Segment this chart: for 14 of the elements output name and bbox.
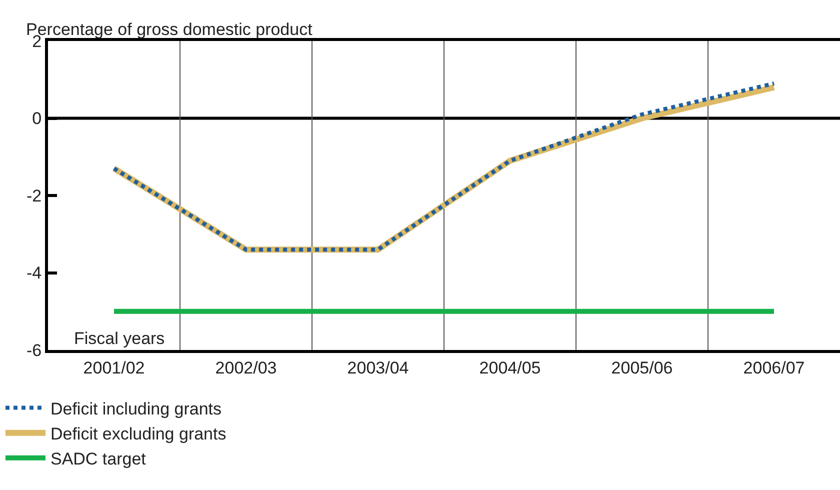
legend-label: SADC target xyxy=(50,450,146,469)
y-tick-label: 0 xyxy=(32,109,42,128)
x-tick-label: 2002/03 xyxy=(215,358,277,378)
y-tick-label: -4 xyxy=(26,264,42,283)
legend-label: Deficit including grants xyxy=(50,399,222,418)
legend-label: Deficit excluding grants xyxy=(50,424,226,444)
y-tick-label: -6 xyxy=(26,340,42,360)
x-tick-label: 2003/04 xyxy=(347,358,409,378)
x-tick-label: 2001/02 xyxy=(83,358,145,378)
x-axis-title: Fiscal years xyxy=(74,329,165,348)
y-tick-label: -2 xyxy=(26,186,42,206)
x-tick-label: 2006/07 xyxy=(743,358,805,378)
x-tick-label: 2005/06 xyxy=(611,358,673,378)
x-tick-label: 2004/05 xyxy=(479,358,541,378)
